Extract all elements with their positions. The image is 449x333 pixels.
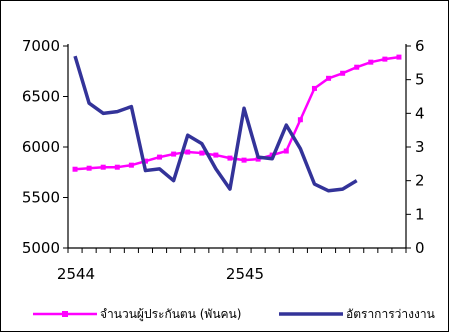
- left-tick-label: 5500: [22, 189, 60, 207]
- left-tick-label: 7000: [22, 37, 60, 55]
- data-point: [100, 164, 106, 170]
- legend-marker-0: [62, 311, 68, 317]
- left-tick-label: 5000: [22, 239, 60, 257]
- right-tick-label: 4: [415, 104, 425, 122]
- data-point: [171, 151, 177, 157]
- data-point: [382, 56, 388, 62]
- data-point: [114, 164, 120, 170]
- data-point: [227, 155, 233, 161]
- data-point: [213, 152, 219, 158]
- data-point: [283, 148, 289, 154]
- series-line: [73, 55, 358, 193]
- data-point: [340, 70, 346, 76]
- data-point: [368, 59, 374, 65]
- data-point: [86, 165, 92, 171]
- right-tick-label: 1: [415, 205, 425, 223]
- right-tick-label: 0: [415, 239, 425, 257]
- data-point: [128, 162, 134, 168]
- left-tick-label: 6500: [22, 88, 60, 106]
- legend: จำนวนผู้ประกันตน (พันคน) อัตราการว่างงาน: [33, 307, 435, 322]
- data-point: [396, 54, 402, 60]
- series-layer: [72, 54, 402, 193]
- legend-label-1: อัตราการว่างงาน: [346, 307, 435, 321]
- right-tick-label: 5: [415, 71, 425, 89]
- axes: 5000 5500 6000 6500 7000 0 1 2 3 4 5 6 2544 2545: [22, 37, 425, 283]
- legend-label-0: จำนวนผู้ประกันตน (พันคน): [100, 307, 241, 322]
- series-1: [73, 55, 358, 193]
- data-point: [142, 158, 148, 164]
- data-point: [157, 154, 163, 160]
- right-tick-label: 2: [415, 172, 425, 190]
- data-point: [185, 149, 191, 155]
- x-tick-label: 2544: [57, 265, 95, 283]
- data-point: [199, 150, 205, 156]
- data-point: [72, 166, 78, 172]
- data-point: [311, 85, 317, 91]
- right-tick-label: 6: [415, 37, 425, 55]
- right-tick-label: 3: [415, 138, 425, 156]
- data-point: [354, 64, 360, 70]
- x-tick-label: 2545: [226, 265, 264, 283]
- data-point: [255, 156, 261, 162]
- data-point: [241, 157, 247, 163]
- left-tick-label: 6000: [22, 138, 60, 156]
- data-point: [297, 117, 303, 123]
- data-point: [326, 75, 332, 81]
